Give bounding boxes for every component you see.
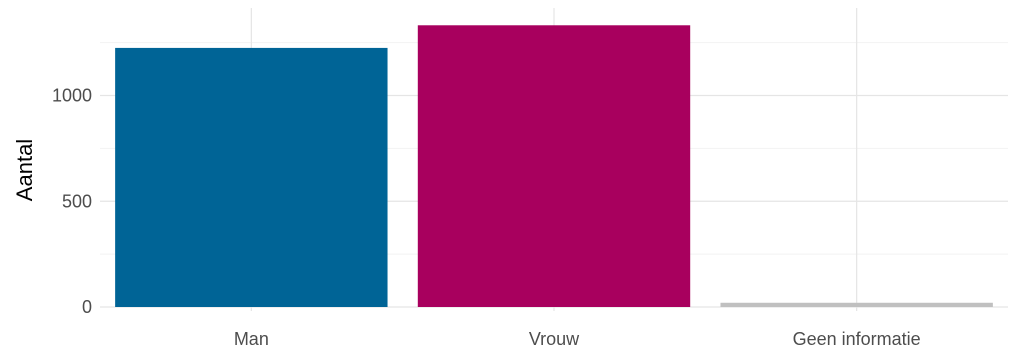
bar-geen-informatie — [720, 302, 993, 307]
x-axis-ticks: Man Vrouw Geen informatie — [234, 329, 921, 349]
bars — [115, 25, 993, 307]
y-tick-label: 0 — [82, 297, 92, 317]
bar-man — [115, 47, 388, 307]
y-axis-ticks: 0 500 1000 — [52, 86, 92, 318]
x-tick-label: Geen informatie — [793, 329, 921, 349]
x-tick-label: Man — [234, 329, 269, 349]
y-tick-label: 500 — [62, 191, 92, 211]
y-tick-label: 1000 — [52, 86, 92, 106]
bar-vrouw — [417, 25, 691, 307]
y-axis-title: Aantal — [12, 139, 37, 201]
x-tick-label: Vrouw — [529, 329, 580, 349]
